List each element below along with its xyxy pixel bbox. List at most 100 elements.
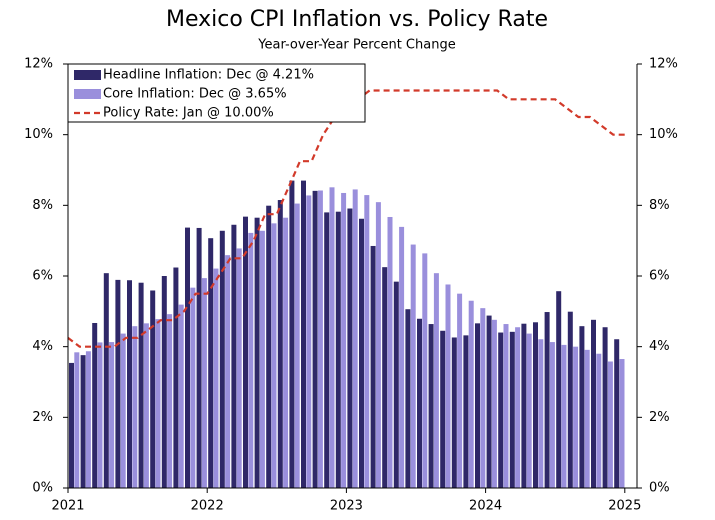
y2-tick-label: 0% <box>649 481 670 496</box>
legend-label: Policy Rate: Jan @ 10.00% <box>103 106 274 121</box>
bar <box>370 245 376 488</box>
bar <box>549 342 555 488</box>
legend-swatch <box>74 89 101 99</box>
bar <box>317 190 323 488</box>
x-tick-label: 2021 <box>51 499 84 514</box>
bar <box>266 205 272 489</box>
bar <box>399 226 405 489</box>
bar <box>364 195 370 488</box>
bar <box>127 280 132 488</box>
bar <box>167 314 173 488</box>
bar <box>277 200 283 489</box>
bar <box>521 323 527 488</box>
bar <box>503 324 509 488</box>
bar <box>243 216 248 488</box>
bar <box>185 227 190 489</box>
legend-label: Headline Inflation: Dec @ 4.21% <box>103 68 314 83</box>
bar <box>120 333 126 488</box>
bar <box>433 273 439 488</box>
y-tick-label: 6% <box>32 269 53 284</box>
y2-tick-label: 8% <box>649 198 670 213</box>
x-tick-label: 2023 <box>330 499 363 514</box>
legend-label: Core Inflation: Dec @ 3.65% <box>103 87 287 102</box>
bar <box>498 332 504 488</box>
bar <box>607 361 613 488</box>
bar <box>468 300 474 488</box>
bar <box>155 319 161 488</box>
y-tick-label: 4% <box>32 339 53 354</box>
legend-box <box>67 63 366 123</box>
bar <box>347 208 353 488</box>
bar <box>579 326 585 488</box>
bar <box>103 273 109 488</box>
bar <box>445 284 451 488</box>
bar <box>393 281 399 488</box>
bar <box>324 212 330 488</box>
bar <box>509 331 515 488</box>
bar <box>289 180 295 488</box>
bar <box>352 189 358 488</box>
bar <box>335 211 341 488</box>
bar <box>254 217 260 488</box>
bar <box>556 291 562 488</box>
bar <box>248 232 254 488</box>
bar <box>341 192 347 488</box>
bar <box>491 319 497 488</box>
bar <box>132 326 138 488</box>
y-tick-label: 12% <box>24 57 53 72</box>
bar <box>584 349 590 488</box>
bar <box>161 276 167 488</box>
bar <box>208 238 214 488</box>
bar <box>85 351 91 488</box>
bar <box>451 337 457 488</box>
bar <box>417 318 422 488</box>
bar <box>225 255 231 488</box>
bar <box>306 195 312 488</box>
bar <box>561 344 567 488</box>
chart-subtitle: Year-over-Year Percent Change <box>257 38 455 53</box>
legend-swatch <box>74 70 101 80</box>
y2-tick-label: 12% <box>649 57 678 72</box>
bar <box>74 352 80 488</box>
y-tick-label: 0% <box>32 481 53 496</box>
bar <box>283 217 289 488</box>
bar <box>190 287 196 488</box>
bar <box>382 267 388 488</box>
y2-tick-label: 2% <box>649 410 670 425</box>
bar <box>375 202 381 489</box>
bar <box>614 339 620 488</box>
y-tick-label: 8% <box>32 198 53 213</box>
bar <box>428 324 434 488</box>
bar <box>196 227 202 489</box>
bar <box>422 253 428 488</box>
bar <box>544 312 550 488</box>
bar <box>312 190 318 488</box>
bar <box>602 327 608 488</box>
bar <box>236 248 242 488</box>
bar <box>213 268 219 488</box>
bar <box>359 218 364 488</box>
bar <box>301 180 306 488</box>
bar <box>567 311 573 488</box>
bar <box>271 223 277 488</box>
bar <box>475 323 480 488</box>
x-tick-label: 2024 <box>469 499 502 514</box>
bar <box>405 309 411 488</box>
bar <box>69 362 74 488</box>
bar <box>619 359 625 488</box>
x-tick-label: 2022 <box>191 499 224 514</box>
bar <box>97 342 103 488</box>
y-tick-label: 2% <box>32 410 53 425</box>
chart-title: Mexico CPI Inflation vs. Policy Rate <box>166 7 548 32</box>
bar <box>80 355 86 488</box>
bar <box>138 282 144 488</box>
bar <box>480 308 486 488</box>
bar <box>143 323 149 488</box>
y2-tick-label: 4% <box>649 339 670 354</box>
y2-tick-label: 6% <box>649 269 670 284</box>
y-tick-label: 10% <box>24 127 53 142</box>
bar <box>178 304 184 488</box>
bar <box>457 293 463 488</box>
